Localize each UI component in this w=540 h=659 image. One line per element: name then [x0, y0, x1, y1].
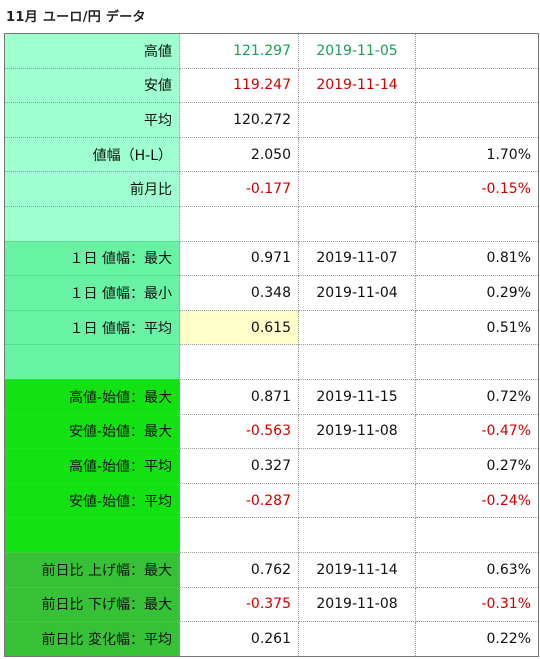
row-date: 2019-11-15	[298, 378, 416, 415]
row-percent: -0.15%	[415, 171, 539, 207]
row-value: 0.615	[179, 309, 299, 346]
row-percent	[415, 67, 539, 104]
table-row: 前日比 下げ幅：最大 -0.375 2019-11-08 -0.31%	[4, 586, 539, 623]
row-label: 前日比 下げ幅：最大	[4, 586, 180, 623]
row-value: -0.375	[179, 586, 299, 623]
row-date	[298, 344, 416, 380]
row-value: 120.272	[179, 102, 299, 138]
row-percent	[415, 102, 539, 138]
row-date	[298, 309, 416, 346]
row-percent	[415, 33, 539, 69]
row-percent: 1.70%	[415, 136, 539, 173]
row-label: 安値-始値：最大	[4, 413, 180, 450]
data-table-body: 高値 121.297 2019-11-05 安値 119.247 2019-11-14 平均…	[4, 33, 539, 657]
row-percent: 0.27%	[415, 448, 539, 484]
table-row: 前月比 -0.177 -0.15%	[4, 171, 539, 207]
row-value: -0.287	[179, 482, 299, 519]
row-percent: 0.22%	[415, 621, 539, 657]
row-value	[179, 344, 299, 380]
row-value: -0.177	[179, 171, 299, 207]
row-date	[298, 205, 416, 242]
table-row	[4, 205, 539, 242]
row-date: 2019-11-08	[298, 586, 416, 623]
row-label: 高値-始値：平均	[4, 448, 180, 484]
row-label	[4, 517, 180, 553]
row-percent: -0.47%	[415, 413, 539, 450]
row-label: 平均	[4, 102, 180, 138]
row-date	[298, 102, 416, 138]
row-value: 0.261	[179, 621, 299, 657]
row-value: 121.297	[179, 33, 299, 69]
row-value: 119.247	[179, 67, 299, 104]
row-percent: 0.81%	[415, 240, 539, 277]
row-label: 安値	[4, 67, 180, 104]
row-date	[298, 621, 416, 657]
row-percent	[415, 205, 539, 242]
table-row: 安値-始値：最大 -0.563 2019-11-08 -0.47%	[4, 413, 539, 450]
row-label: 前日比 変化幅：平均	[4, 621, 180, 657]
table-row	[4, 517, 539, 553]
row-value	[179, 517, 299, 553]
table-row: １日 値幅：最小 0.348 2019-11-04 0.29%	[4, 275, 539, 311]
table-row: 高値-始値：平均 0.327 0.27%	[4, 448, 539, 484]
row-date	[298, 482, 416, 519]
row-value: 0.762	[179, 551, 299, 588]
table-row: 前日比 変化幅：平均 0.261 0.22%	[4, 621, 539, 657]
row-percent: 0.63%	[415, 551, 539, 588]
row-label	[4, 205, 180, 242]
row-date: 2019-11-07	[298, 240, 416, 277]
row-date	[298, 448, 416, 484]
row-percent: -0.31%	[415, 586, 539, 623]
row-date: 2019-11-08	[298, 413, 416, 450]
row-date: 2019-11-14	[298, 551, 416, 588]
row-date: 2019-11-05	[298, 33, 416, 69]
page-title: 11月 ユーロ/円 データ	[6, 10, 146, 25]
table-row: １日 値幅：平均 0.615 0.51%	[4, 309, 539, 346]
row-value: 0.871	[179, 378, 299, 415]
table-row: 前日比 上げ幅：最大 0.762 2019-11-14 0.63%	[4, 551, 539, 588]
row-date	[298, 136, 416, 173]
row-label: 前月比	[4, 171, 180, 207]
table-row: 高値 121.297 2019-11-05	[4, 33, 539, 69]
row-percent	[415, 344, 539, 380]
row-value: 0.327	[179, 448, 299, 484]
row-value	[179, 205, 299, 242]
row-value: 2.050	[179, 136, 299, 173]
table-row	[4, 344, 539, 380]
row-percent: 0.29%	[415, 275, 539, 311]
table-row: 安値-始値：平均 -0.287 -0.24%	[4, 482, 539, 519]
row-date	[298, 171, 416, 207]
row-date	[298, 517, 416, 553]
table-row: 安値 119.247 2019-11-14	[4, 67, 539, 104]
row-value: 0.348	[179, 275, 299, 311]
table-row: １日 値幅：最大 0.971 2019-11-07 0.81%	[4, 240, 539, 277]
row-label: 値幅（H-L）	[4, 136, 180, 173]
row-percent: 0.51%	[415, 309, 539, 346]
row-date: 2019-11-14	[298, 67, 416, 104]
row-date: 2019-11-04	[298, 275, 416, 311]
row-label: 安値-始値：平均	[4, 482, 180, 519]
data-table: 高値 121.297 2019-11-05 安値 119.247 2019-11-14 平均…	[4, 33, 539, 657]
table-row: 値幅（H-L） 2.050 1.70%	[4, 136, 539, 173]
row-percent: -0.24%	[415, 482, 539, 519]
row-label: １日 値幅：最小	[4, 275, 180, 311]
row-label: １日 値幅：平均	[4, 309, 180, 346]
row-label	[4, 344, 180, 380]
table-row: 平均 120.272	[4, 102, 539, 138]
row-label: １日 値幅：最大	[4, 240, 180, 277]
row-value: -0.563	[179, 413, 299, 450]
row-percent: 0.72%	[415, 378, 539, 415]
table-row: 高値-始値：最大 0.871 2019-11-15 0.72%	[4, 378, 539, 415]
row-percent	[415, 517, 539, 553]
row-label: 高値	[4, 33, 180, 69]
row-label: 高値-始値：最大	[4, 378, 180, 415]
row-label: 前日比 上げ幅：最大	[4, 551, 180, 588]
row-value: 0.971	[179, 240, 299, 277]
